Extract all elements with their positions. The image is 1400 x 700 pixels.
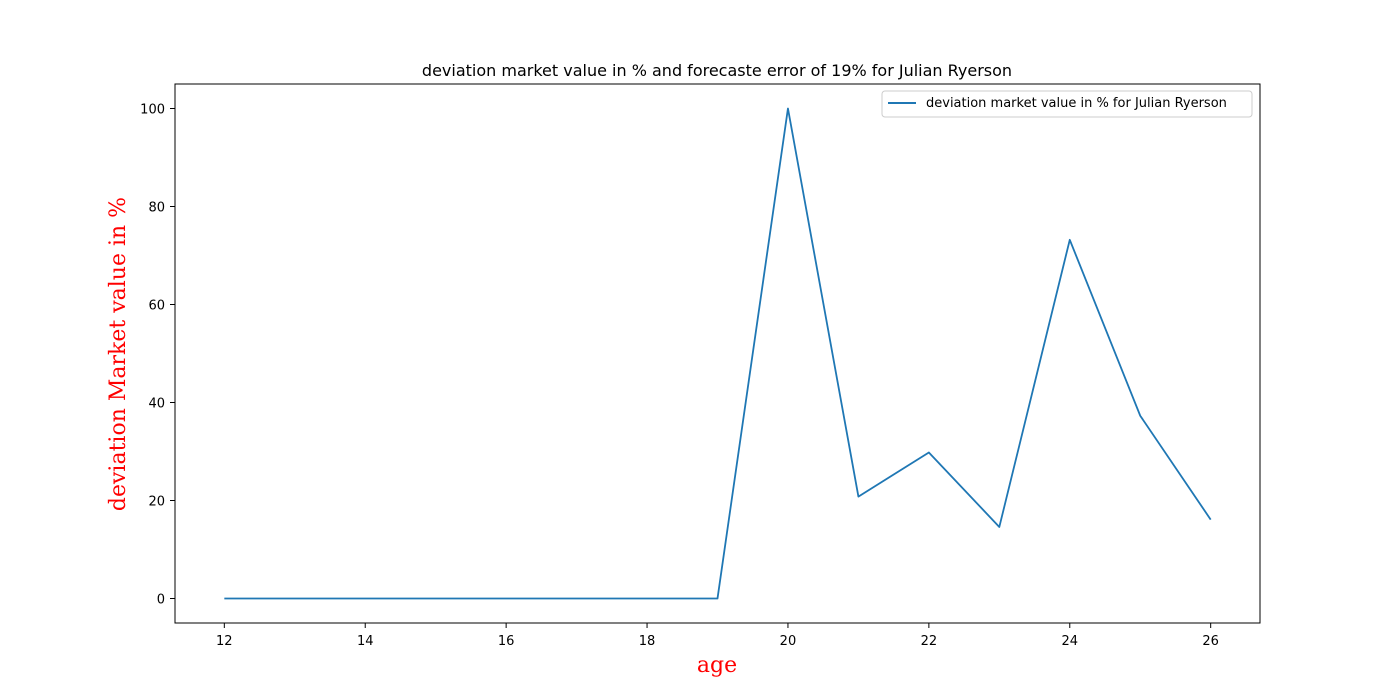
x-tick-label: 22 xyxy=(921,634,938,649)
y-tick-label: 80 xyxy=(148,201,165,216)
x-tick-label: 24 xyxy=(1061,634,1078,649)
x-axis-label: age xyxy=(697,653,737,678)
x-tick-label: 14 xyxy=(357,634,374,649)
y-axis-ticks: 0 20 40 60 80 100 xyxy=(140,103,175,608)
y-tick-label: 0 xyxy=(157,593,165,608)
series-layer xyxy=(224,107,1212,600)
y-tick-label: 20 xyxy=(148,495,165,510)
x-tick-label: 20 xyxy=(780,634,797,649)
chart-title: deviation market value in % and forecast… xyxy=(422,61,1012,80)
plot-area: 12 14 16 18 20 22 24 26 0 20 40 60 80 100 xyxy=(140,83,1261,649)
axes-frame xyxy=(174,83,1261,624)
x-tick-label: 16 xyxy=(498,634,515,649)
y-tick-label: 60 xyxy=(148,299,165,314)
legend-box xyxy=(881,90,1253,118)
y-tick-label: 40 xyxy=(148,397,165,412)
x-tick-label: 26 xyxy=(1202,634,1219,649)
legend-label: deviation market value in % for Julian R… xyxy=(926,96,1227,111)
x-tick-label: 12 xyxy=(216,634,233,649)
y-tick-label: 100 xyxy=(140,103,165,118)
series-line-0 xyxy=(224,107,1212,600)
x-tick-label: 18 xyxy=(639,634,656,649)
x-axis-ticks: 12 14 16 18 20 22 24 26 xyxy=(216,623,1219,649)
y-axis-label: deviation Market value in % xyxy=(106,197,131,511)
legend: deviation market value in % for Julian R… xyxy=(881,90,1253,118)
